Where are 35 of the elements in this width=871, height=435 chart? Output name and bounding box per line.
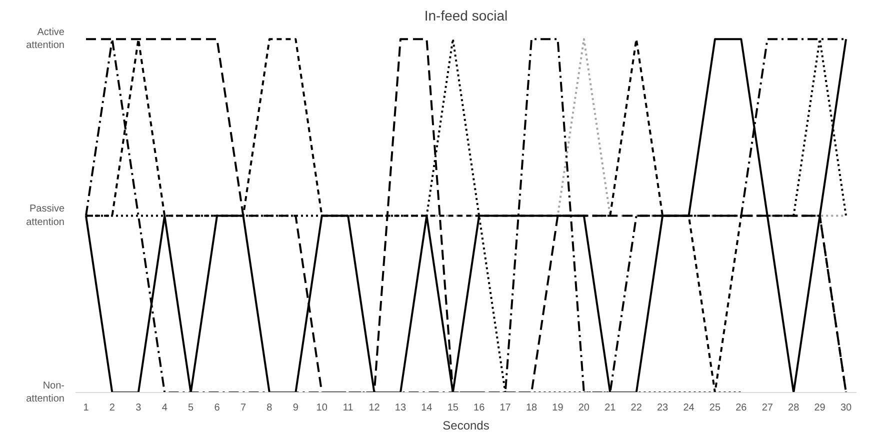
text: Passive attention bbox=[26, 204, 65, 228]
x-tick-label: 23 bbox=[657, 402, 669, 414]
x-tick-label: 18 bbox=[526, 402, 538, 414]
x-tick-label: 7 bbox=[240, 402, 246, 414]
x-axis-title: Seconds bbox=[442, 418, 490, 432]
x-tick-label: 10 bbox=[316, 402, 328, 414]
x-tick-label: 5 bbox=[188, 402, 194, 414]
x-tick-label: 26 bbox=[736, 402, 748, 414]
x-tick-label: 16 bbox=[474, 402, 486, 414]
x-tick-label: 8 bbox=[266, 402, 273, 414]
text: Non- attention bbox=[26, 380, 65, 405]
x-tick-label: 17 bbox=[500, 402, 512, 414]
x-tick-label: 14 bbox=[421, 402, 433, 414]
x-tick-label: 20 bbox=[578, 402, 590, 414]
x-tick-label: 30 bbox=[840, 402, 852, 414]
x-tick-label: 27 bbox=[762, 402, 774, 414]
x-tick-label: 3 bbox=[136, 402, 142, 414]
x-tick-label: 28 bbox=[788, 402, 800, 414]
x-tick-label: 11 bbox=[342, 402, 354, 414]
text: Active attention bbox=[26, 27, 65, 52]
x-tick-label: 15 bbox=[447, 402, 459, 414]
x-tick-label: 22 bbox=[630, 402, 642, 414]
x-tick-label: 2 bbox=[109, 402, 116, 414]
x-tick-label: 19 bbox=[552, 402, 564, 414]
x-tick-label: 9 bbox=[292, 402, 299, 414]
x-tick-label: 25 bbox=[709, 402, 721, 414]
x-tick-label: 13 bbox=[394, 402, 406, 414]
x-tick-label: 29 bbox=[814, 402, 826, 414]
x-tick-label: 12 bbox=[368, 402, 380, 414]
chart-title: In-feed social bbox=[424, 8, 508, 24]
x-tick-label: 24 bbox=[683, 402, 695, 414]
x-tick-label: 4 bbox=[162, 402, 168, 414]
x-tick-label: 6 bbox=[214, 402, 220, 414]
x-tick-label: 21 bbox=[604, 402, 616, 414]
x-tick-label: 1 bbox=[83, 402, 90, 414]
